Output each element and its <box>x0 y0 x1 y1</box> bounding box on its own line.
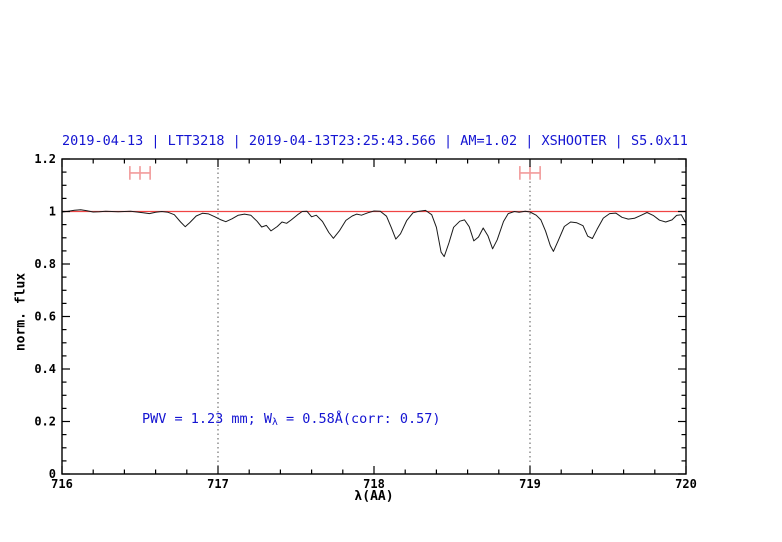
spectrum-line <box>61 209 687 258</box>
x-tick-label-719: 719 <box>519 477 541 491</box>
x-tick-label-720: 720 <box>675 477 697 491</box>
plot-title: 2019-04-13 | LTT3218 | 2019-04-13T23:25:… <box>62 133 688 149</box>
pwv-annotation: PWV = 1.23 mm; Wλ = 0.58Å(corr: 0.57) <box>142 411 440 428</box>
x-axis-label: λ(AA) <box>354 489 394 504</box>
y-tick-label-1.2: 1.2 <box>34 152 56 166</box>
x-tick-label-718: 718 <box>363 477 385 491</box>
x-tick-label-717: 717 <box>207 477 229 491</box>
y-tick-label-0.6: 0.6 <box>34 310 56 324</box>
pwv-annotation-subscript: λ <box>272 417 278 429</box>
y-tick-label-1: 1 <box>49 205 56 219</box>
y-tick-label-0.2: 0.2 <box>34 415 56 429</box>
pwv-annotation-suffix: = 0.58Å(corr: 0.57) <box>277 411 441 427</box>
y-tick-label-0.8: 0.8 <box>34 257 56 271</box>
pwv-annotation-prefix: PWV = 1.23 mm; W <box>142 411 273 427</box>
x-tick-label-716: 716 <box>51 477 73 491</box>
y-tick-label-0: 0 <box>49 467 56 481</box>
y-tick-label-0.4: 0.4 <box>34 362 56 376</box>
